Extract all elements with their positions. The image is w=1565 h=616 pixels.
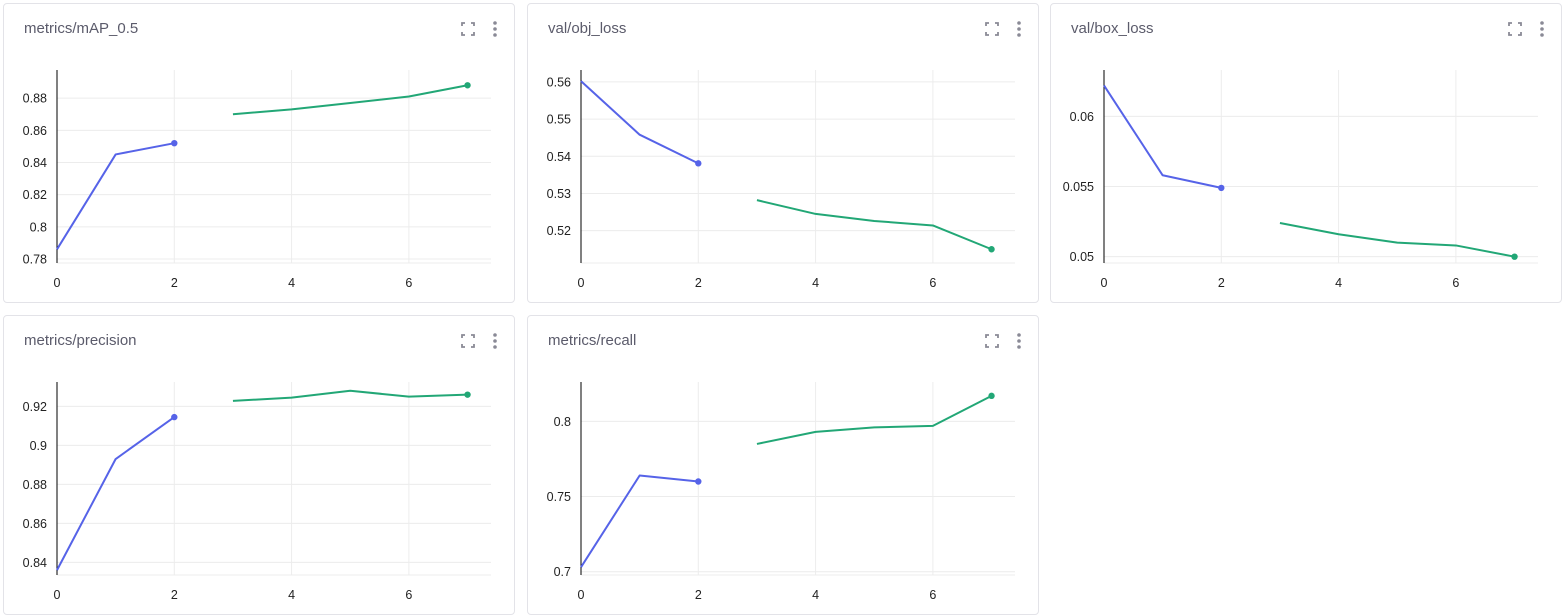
chart-title: metrics/recall — [548, 332, 637, 349]
more-vertical-icon[interactable] — [486, 331, 504, 351]
x-tick-label: 6 — [929, 276, 936, 290]
series-line — [232, 84, 468, 116]
y-tick-label: 0.88 — [23, 478, 47, 492]
series-line — [756, 199, 992, 251]
x-tick-label: 4 — [1335, 276, 1342, 290]
fullscreen-icon[interactable] — [983, 19, 1001, 39]
series-endpoint — [695, 478, 702, 485]
y-tick-label: 0.86 — [23, 124, 47, 138]
chart-panel-recall: metrics/recall 0 2 4 6 0.7 0.75 0.8 — [527, 315, 1039, 615]
y-tick-label: 0.8 — [554, 415, 571, 429]
x-tick-label: 0 — [54, 588, 61, 602]
y-tick-label: 0.9 — [30, 439, 47, 453]
line-chart: 0 2 4 6 0.84 0.86 0.88 0.9 0.92 — [23, 382, 491, 602]
y-tick-label: 0.84 — [23, 156, 47, 170]
x-tick-label: 0 — [578, 276, 585, 290]
x-tick-label: 0 — [54, 276, 61, 290]
x-tick-label: 2 — [695, 588, 702, 602]
y-tick-label: 0.53 — [547, 187, 571, 201]
y-tick-label: 0.05 — [1070, 250, 1094, 264]
x-tick-label: 0 — [578, 588, 585, 602]
series-line — [1279, 222, 1515, 258]
x-tick-label: 6 — [1452, 276, 1459, 290]
fullscreen-icon[interactable] — [1506, 19, 1524, 39]
more-vertical-icon[interactable] — [1010, 331, 1028, 351]
y-tick-label: 0.55 — [547, 113, 571, 127]
y-tick-label: 0.75 — [547, 490, 571, 504]
chart-title: metrics/precision — [24, 332, 137, 349]
series-line — [1103, 84, 1222, 189]
series-line — [56, 142, 175, 250]
x-tick-label: 4 — [812, 588, 819, 602]
series-line — [580, 80, 699, 165]
series-endpoint — [695, 160, 702, 167]
x-tick-label: 6 — [405, 588, 412, 602]
y-tick-label: 0.92 — [23, 400, 47, 414]
chart-title: metrics/mAP_0.5 — [24, 20, 139, 37]
y-tick-label: 0.055 — [1063, 180, 1094, 194]
series-line — [232, 389, 468, 402]
x-tick-label: 2 — [171, 276, 178, 290]
y-tick-label: 0.8 — [30, 220, 47, 234]
series-line — [756, 394, 992, 445]
line-chart: 0 2 4 6 0.78 0.8 0.82 0.84 0.86 0.88 — [23, 70, 491, 290]
chart-panel-map05: metrics/mAP_0.5 0 2 4 6 0.78 0.8 0.82 0.84 0.86 0… — [3, 3, 515, 303]
y-tick-label: 0.54 — [547, 150, 571, 164]
y-tick-label: 0.82 — [23, 188, 47, 202]
series-endpoint — [1218, 184, 1225, 192]
chart-panel-box-loss: val/box_loss 0 2 4 6 0.05 0.055 0.06 — [1050, 3, 1562, 303]
fullscreen-icon[interactable] — [459, 19, 477, 39]
x-tick-label: 4 — [288, 588, 295, 602]
series-endpoint — [464, 82, 471, 89]
y-tick-label: 0.7 — [554, 565, 571, 579]
x-tick-label: 2 — [695, 276, 702, 290]
chart-title: val/box_loss — [1071, 20, 1154, 37]
series-endpoint — [171, 139, 178, 147]
line-chart: 0 2 4 6 0.7 0.75 0.8 — [547, 382, 1015, 602]
x-tick-label: 2 — [1218, 276, 1225, 290]
y-tick-label: 0.78 — [23, 252, 47, 266]
fullscreen-icon[interactable] — [983, 331, 1001, 351]
series-endpoint — [1511, 253, 1518, 260]
x-tick-label: 4 — [812, 276, 819, 290]
x-tick-label: 6 — [929, 588, 936, 602]
more-vertical-icon[interactable] — [1010, 19, 1028, 39]
y-tick-label: 0.88 — [23, 92, 47, 106]
x-tick-label: 6 — [405, 276, 412, 290]
y-tick-label: 0.52 — [547, 224, 571, 238]
y-tick-label: 0.86 — [23, 517, 47, 531]
x-tick-label: 4 — [288, 276, 295, 290]
x-tick-label: 2 — [171, 588, 178, 602]
series-endpoint — [464, 391, 471, 398]
chart-panel-precision: metrics/precision 0 2 4 6 0.84 0.86 0.88 0.9 0.9… — [3, 315, 515, 615]
line-chart: 0 2 4 6 0.05 0.055 0.06 — [1063, 70, 1538, 290]
line-chart: 0 2 4 6 0.52 0.53 0.54 0.55 0.56 — [547, 70, 1015, 290]
series-endpoint — [171, 413, 178, 421]
y-tick-label: 0.56 — [547, 75, 571, 89]
y-tick-label: 0.06 — [1070, 110, 1094, 124]
chart-title: val/obj_loss — [548, 20, 627, 37]
x-tick-label: 0 — [1101, 276, 1108, 290]
more-vertical-icon[interactable] — [486, 19, 504, 39]
series-line — [56, 416, 175, 571]
chart-panel-obj-loss: val/obj_loss 0 2 4 6 0.52 0.53 0.54 0.55 0.56 — [527, 3, 1039, 303]
series-line — [580, 474, 699, 568]
more-vertical-icon[interactable] — [1533, 19, 1551, 39]
series-endpoint — [988, 392, 995, 400]
fullscreen-icon[interactable] — [459, 331, 477, 351]
y-tick-label: 0.84 — [23, 556, 47, 570]
series-endpoint — [988, 246, 995, 253]
